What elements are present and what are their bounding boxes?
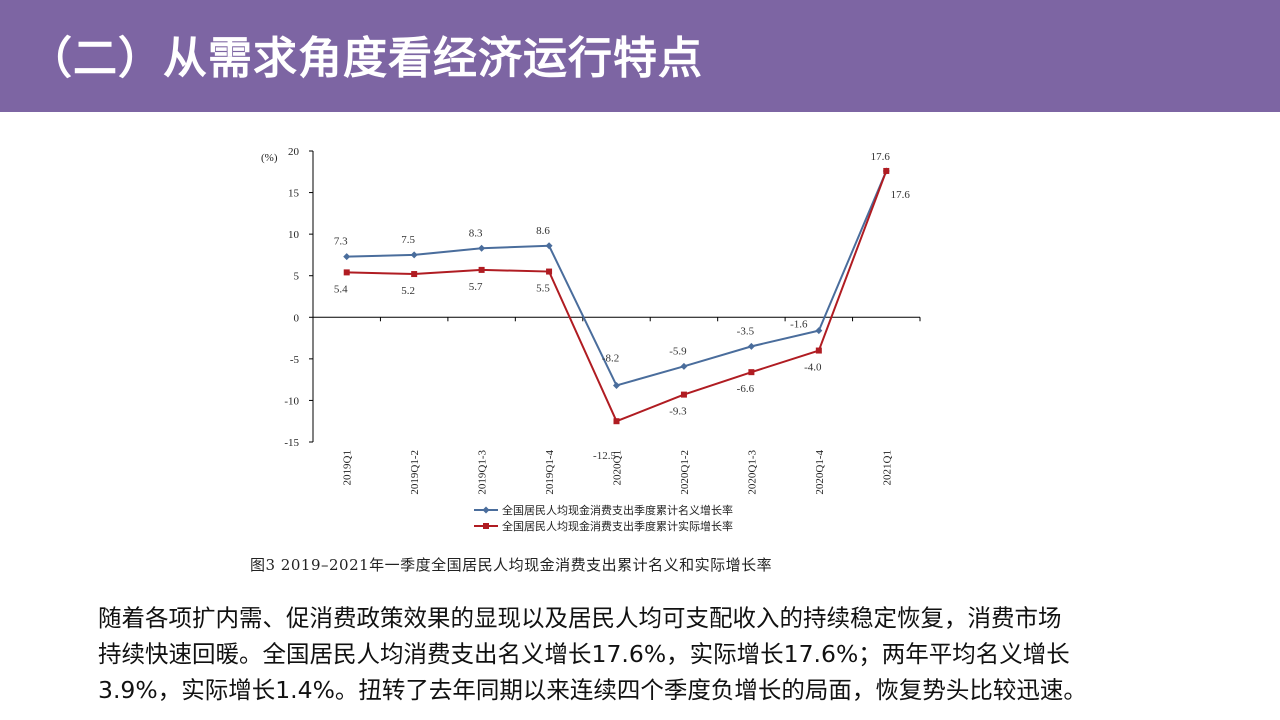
data-point-square [546, 268, 553, 275]
data-point-square [680, 391, 687, 398]
data-point-diamond [680, 362, 688, 370]
data-point-diamond [815, 327, 823, 335]
data-label: 5.7 [469, 281, 483, 293]
data-point-diamond [478, 244, 486, 252]
data-label: -5.9 [669, 345, 687, 357]
data-label: -1.6 [790, 319, 808, 331]
data-label: 5.2 [401, 285, 415, 297]
data-label: 17.6 [871, 151, 891, 163]
x-tick-label: 2019Q1-4 [544, 450, 556, 495]
body-line: 3.9%，实际增长1.4%。扭转了去年同期以来连续四个季度负增长的局面，恢复势头… [98, 676, 1087, 704]
data-point-square [613, 418, 620, 425]
data-label: -3.5 [737, 325, 755, 337]
data-point-square [815, 347, 822, 354]
y-tick-label: 10 [288, 229, 300, 241]
x-tick-label: 2020Q1-4 [814, 450, 826, 495]
data-label: 17.6 [891, 189, 911, 201]
y-tick-label: 15 [288, 188, 300, 200]
x-tick-label: 2019Q1 [342, 450, 354, 485]
x-tick-label: 2021Q1 [881, 450, 893, 485]
data-label: -8.2 [602, 352, 619, 364]
x-tick-label: 2020Q1 [612, 450, 624, 485]
legend-label: 全国居民人均现金消费支出季度累计名义增长率 [502, 503, 733, 517]
body-paragraph: 随着各项扩内需、促消费政策效果的显现以及居民人均可支配收入的持续稳定恢复，消费市… [98, 600, 1208, 708]
data-point-square [883, 167, 890, 174]
x-tick-label: 2019Q1-3 [477, 450, 489, 495]
data-point-square [478, 266, 485, 273]
x-tick-label: 2019Q1-2 [409, 450, 421, 495]
data-point-diamond [410, 251, 418, 259]
body-line: 持续快速回暖。全国居民人均消费支出名义增长17.6%，实际增长17.6%；两年平… [98, 640, 1070, 668]
y-tick-label: 5 [294, 271, 300, 283]
x-tick-label: 2020Q1-2 [679, 450, 691, 495]
y-unit-label: (%) [261, 152, 278, 164]
data-label: 7.5 [401, 234, 415, 246]
legend-marker-diamond [482, 506, 490, 514]
data-point-square [343, 269, 350, 276]
y-tick-label: 20 [288, 146, 300, 158]
data-label: -9.3 [669, 406, 687, 418]
page-title: （二）从需求角度看经济运行特点 [28, 33, 703, 84]
y-tick-label: -10 [284, 395, 299, 407]
legend-label: 全国居民人均现金消费支出季度累计实际增长率 [502, 519, 733, 533]
data-point-square [411, 271, 418, 278]
data-label: 5.5 [536, 283, 550, 295]
data-label: 8.3 [469, 227, 483, 239]
body-line: 随着各项扩内需、促消费政策效果的显现以及居民人均可支配收入的持续稳定恢复，消费市… [98, 604, 1062, 632]
data-label: -6.6 [737, 383, 755, 395]
data-label: 8.6 [536, 225, 550, 237]
y-tick-label: -5 [290, 354, 300, 366]
legend-marker-square [483, 523, 489, 529]
data-point-square [748, 369, 755, 376]
x-tick-label: 2020Q1-3 [746, 450, 758, 495]
title-banner: （二）从需求角度看经济运行特点 [0, 0, 1280, 112]
data-point-diamond [747, 342, 755, 350]
data-label: 7.3 [334, 236, 348, 248]
data-point-diamond [545, 242, 553, 250]
data-point-diamond [343, 253, 351, 261]
data-label: 5.4 [334, 283, 348, 295]
figure-caption: 图3 2019–2021年一季度全国居民人均现金消费支出累计名义和实际增长率 [250, 556, 773, 574]
data-label: -12.5 [593, 450, 616, 462]
y-tick-label: 0 [294, 312, 300, 324]
data-label: -4.0 [804, 362, 822, 374]
y-tick-label: -15 [284, 437, 299, 449]
data-point-diamond [613, 381, 620, 389]
